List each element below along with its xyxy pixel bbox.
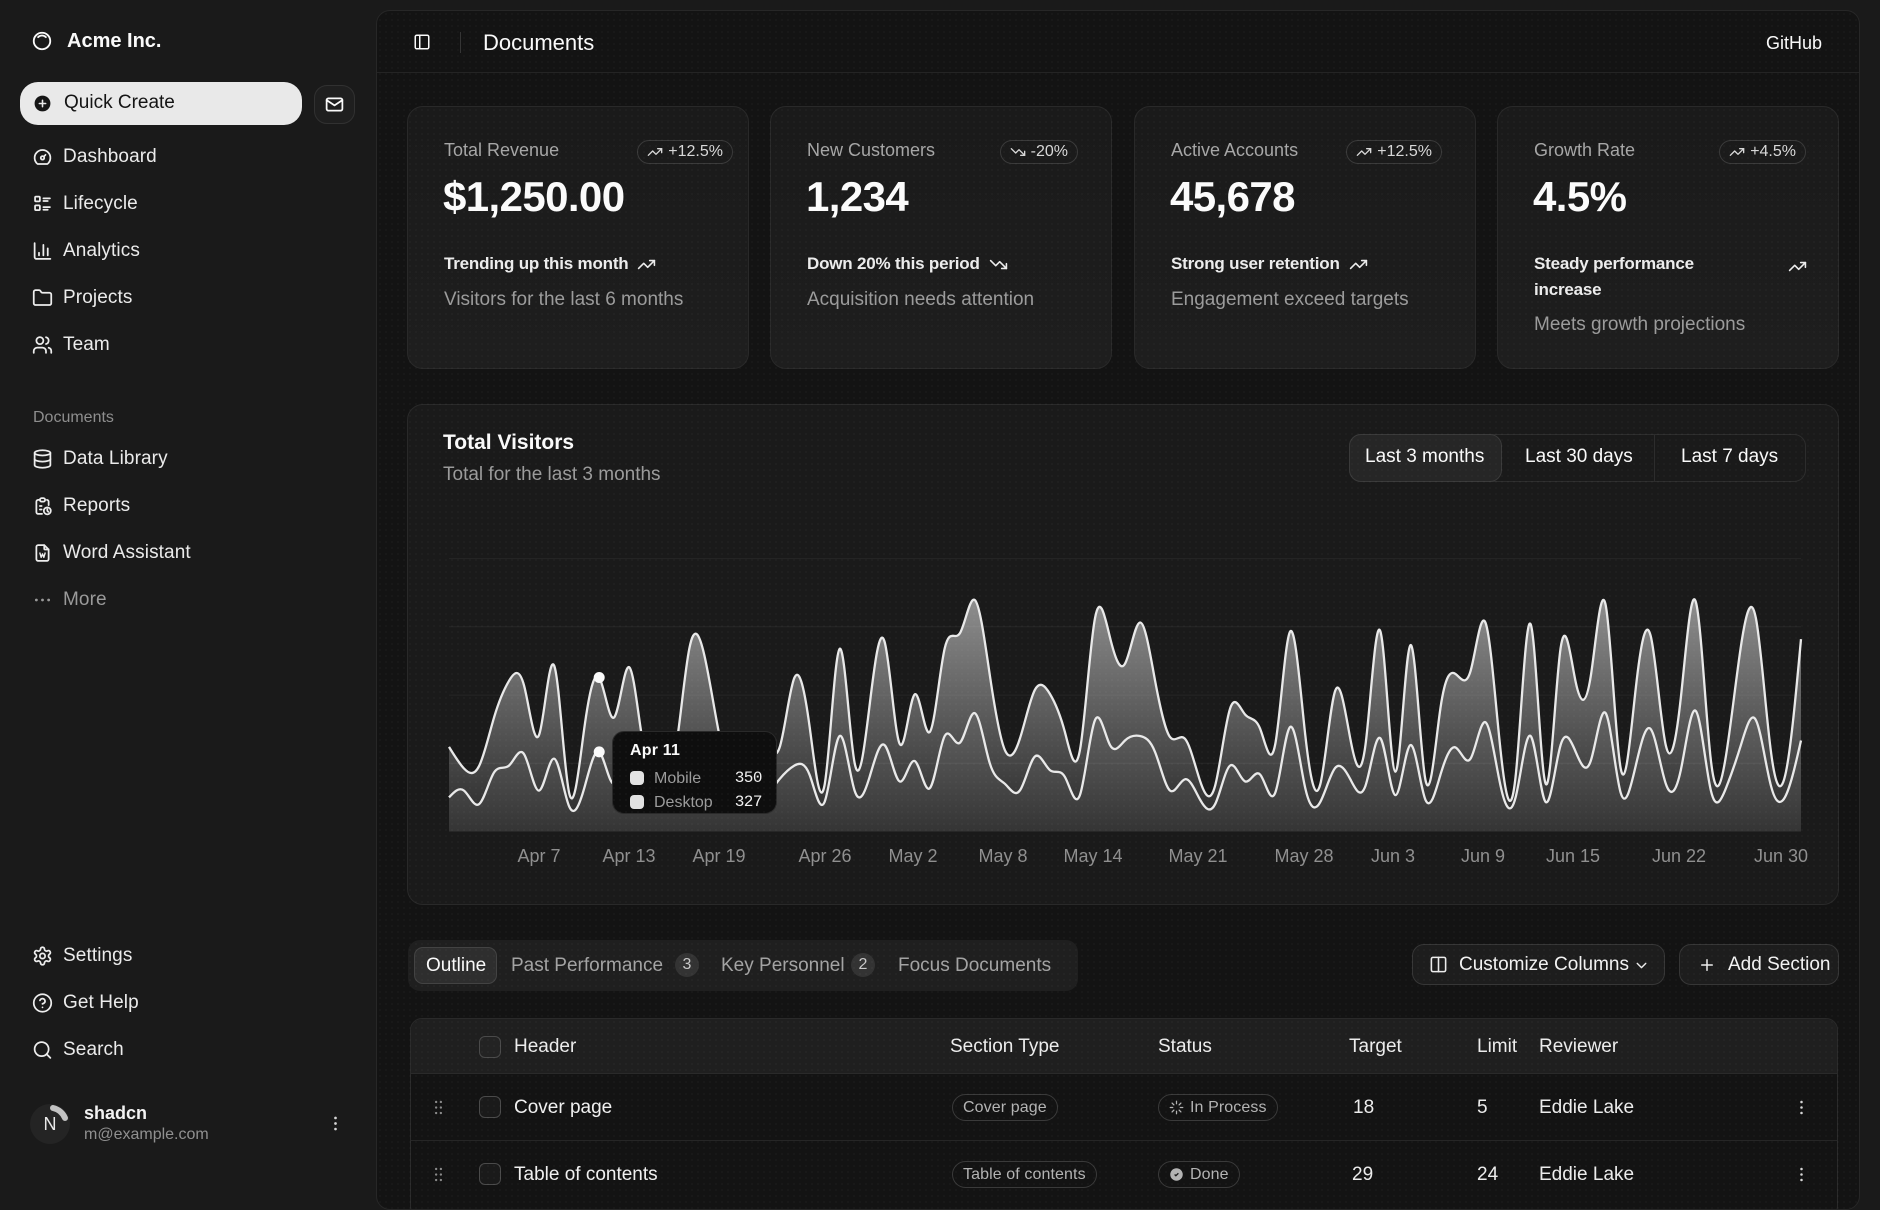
svg-text:Jun 30: Jun 30 <box>1754 846 1808 866</box>
svg-text:Jun 3: Jun 3 <box>1371 846 1415 866</box>
svg-text:Apr 26: Apr 26 <box>798 846 851 866</box>
svg-text:Jun 22: Jun 22 <box>1652 846 1706 866</box>
svg-text:May 28: May 28 <box>1274 846 1333 866</box>
svg-text:Jun 9: Jun 9 <box>1461 846 1505 866</box>
svg-text:May 8: May 8 <box>978 846 1027 866</box>
svg-text:May 14: May 14 <box>1063 846 1122 866</box>
svg-text:Jun 15: Jun 15 <box>1546 846 1600 866</box>
svg-text:May 2: May 2 <box>888 846 937 866</box>
svg-text:Apr 19: Apr 19 <box>692 846 745 866</box>
svg-text:May 21: May 21 <box>1168 846 1227 866</box>
svg-text:Apr 7: Apr 7 <box>517 846 560 866</box>
svg-text:Apr 13: Apr 13 <box>602 846 655 866</box>
